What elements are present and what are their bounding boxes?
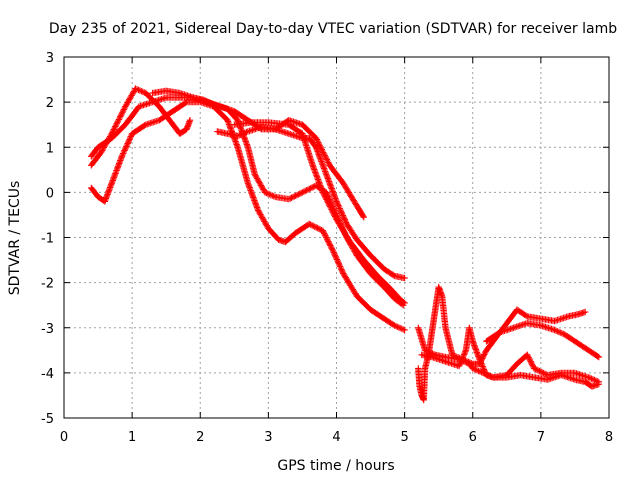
series-track-7 [415,283,589,404]
y-tick-label: 0 [46,186,54,201]
series-markers [231,119,408,307]
y-axis-label: SDTVAR / TECUs [7,181,23,296]
x-tick-label: 7 [537,430,545,445]
y-tick-label: -1 [41,232,54,247]
x-tick-label: 6 [469,430,477,445]
x-tick-label: 1 [128,430,136,445]
y-tick-label: -4 [41,367,54,382]
x-tick-label: 8 [605,430,613,445]
series-track-6 [231,119,408,307]
y-tick-label: 2 [46,96,54,111]
series-markers [418,324,602,386]
series-track-10 [483,320,602,361]
y-tick-label: -2 [41,277,54,292]
x-tick-label: 3 [264,430,272,445]
series-track-2 [88,85,194,169]
data-series [88,85,602,404]
x-tick-label: 2 [196,430,204,445]
series-markers [88,85,194,169]
x-tick-label: 0 [60,430,68,445]
y-tick-label: -5 [41,412,54,427]
x-tick-label: 5 [400,430,408,445]
x-axis-label: GPS time / hours [277,458,394,474]
x-tick-label: 4 [332,430,340,445]
y-tick-label: 1 [46,141,54,156]
y-tick-label: -3 [41,322,54,337]
series-markers [483,320,602,361]
y-tick-labels: 3 2 1 0 -1 -2 -3 -4 -5 [41,51,54,427]
x-tick-labels: 0 1 2 3 4 5 6 7 8 [60,430,613,445]
series-track-9 [418,324,602,386]
series-markers [415,283,589,404]
axis-ticks [63,56,610,419]
y-tick-label: 3 [46,51,54,66]
grid-lines [64,57,609,418]
chart-title: Day 235 of 2021, Sidereal Day-to-day VTE… [49,21,617,37]
